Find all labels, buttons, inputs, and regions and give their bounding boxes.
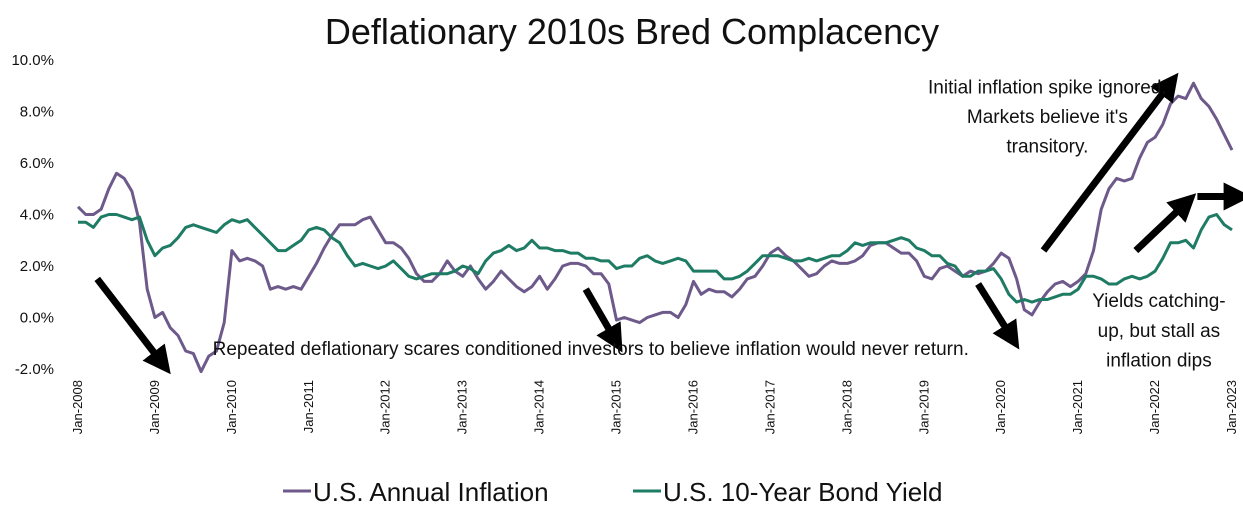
- annotation-text: Repeated deflationary scares conditioned…: [213, 339, 969, 360]
- y-tick-label: -2.0%: [15, 361, 54, 378]
- y-tick-label: 6.0%: [20, 155, 54, 172]
- annotation-text: transitory.: [1006, 137, 1088, 158]
- x-tick-label: Jan-2023: [1224, 380, 1239, 434]
- annotation-arrow: [1133, 193, 1197, 254]
- annotation-arrow: [94, 276, 171, 375]
- annotation-text: inflation dips: [1106, 350, 1212, 371]
- x-tick-label: Jan-2022: [1147, 380, 1162, 434]
- x-tick-label: Jan-2011: [301, 380, 316, 433]
- x-tick-label: Jan-2008: [70, 380, 85, 434]
- annotations: Repeated deflationary scares conditioned…: [213, 77, 1226, 371]
- legend-label-bond-yield: U.S. 10-Year Bond Yield: [663, 477, 942, 507]
- y-tick-label: 4.0%: [20, 207, 54, 224]
- x-tick-label: Jan-2009: [147, 380, 162, 434]
- annotation-text: Yields catching-: [1092, 291, 1225, 312]
- annotation-text: Markets believe it's: [967, 107, 1128, 128]
- legend-label-inflation: U.S. Annual Inflation: [313, 477, 549, 507]
- y-axis: 10.0% 8.0% 6.0% 4.0% 2.0% 0.0% -2.0%: [11, 52, 54, 378]
- y-tick-label: 0.0%: [20, 310, 54, 327]
- series-line-bond-yield: [78, 213, 1233, 304]
- legend: U.S. Annual Inflation U.S. 10-Year Bond …: [283, 477, 942, 507]
- y-tick-label: 10.0%: [11, 52, 54, 69]
- annotation-text: Initial inflation spike ignored.: [928, 77, 1167, 98]
- x-tick-label: Jan-2019: [916, 380, 931, 434]
- x-tick-label: Jan-2021: [1070, 380, 1085, 434]
- x-tick-label: Jan-2010: [224, 380, 239, 434]
- annotation-arrows: [94, 72, 1243, 375]
- x-tick-label: Jan-2018: [839, 380, 854, 434]
- x-tick-label: Jan-2012: [378, 380, 393, 434]
- y-tick-label: 8.0%: [20, 104, 54, 121]
- annotation-arrow: [1040, 72, 1179, 253]
- x-axis: Jan-2008 Jan-2009 Jan-2010 Jan-2011 Jan-2012…: [70, 380, 1239, 434]
- x-tick-label: Jan-2020: [993, 380, 1008, 434]
- x-tick-label: Jan-2017: [762, 380, 777, 434]
- annotation-text: up, but stall as: [1098, 321, 1221, 342]
- y-tick-label: 2.0%: [20, 258, 54, 275]
- x-tick-label: Jan-2015: [609, 380, 624, 434]
- annotation-arrow: [582, 287, 623, 353]
- annotation-arrow: [975, 282, 1020, 350]
- chart-title: Deflationary 2010s Bred Complacency: [325, 11, 939, 52]
- plot-area: [76, 81, 1234, 374]
- x-tick-label: Jan-2016: [685, 380, 700, 434]
- x-tick-label: Jan-2014: [532, 380, 547, 434]
- series-line-inflation: [76, 81, 1234, 374]
- x-tick-label: Jan-2013: [455, 380, 470, 434]
